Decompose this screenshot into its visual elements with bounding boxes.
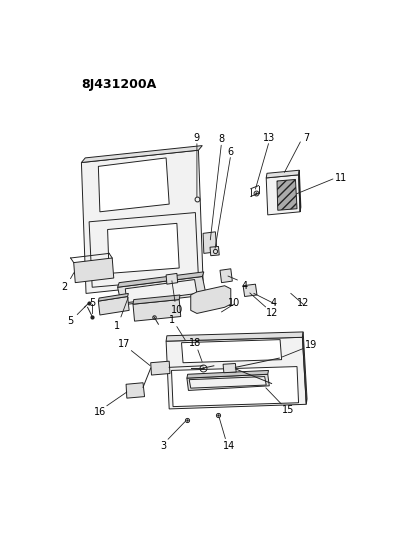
Polygon shape (118, 277, 206, 305)
Polygon shape (223, 364, 236, 373)
Text: 7: 7 (303, 133, 309, 143)
Polygon shape (187, 370, 269, 378)
Text: 12: 12 (266, 309, 279, 318)
Text: 9: 9 (194, 133, 200, 143)
Text: 2: 2 (61, 282, 67, 292)
Text: 13: 13 (263, 133, 275, 143)
Polygon shape (98, 294, 128, 301)
Polygon shape (166, 273, 178, 284)
Polygon shape (210, 246, 219, 256)
Polygon shape (125, 280, 197, 303)
Polygon shape (151, 361, 170, 375)
Text: 12: 12 (297, 297, 309, 308)
Text: 1: 1 (169, 314, 175, 325)
Polygon shape (171, 367, 299, 407)
Polygon shape (166, 337, 306, 409)
Polygon shape (187, 374, 269, 391)
Text: 15: 15 (281, 406, 294, 415)
Polygon shape (266, 175, 300, 215)
Text: 8J431200A: 8J431200A (81, 78, 157, 91)
Text: 19: 19 (305, 340, 317, 350)
Text: 16: 16 (94, 407, 106, 417)
Polygon shape (189, 377, 266, 388)
Polygon shape (81, 150, 203, 294)
Text: 14: 14 (223, 441, 235, 451)
Polygon shape (133, 295, 180, 304)
Polygon shape (191, 286, 231, 313)
Polygon shape (182, 340, 282, 363)
Text: 4: 4 (271, 297, 277, 308)
Polygon shape (98, 158, 169, 212)
Polygon shape (302, 332, 307, 405)
Text: 5: 5 (89, 297, 95, 308)
Text: 8: 8 (218, 134, 225, 144)
Text: 6: 6 (228, 147, 234, 157)
Text: 3: 3 (160, 441, 166, 451)
Text: 4: 4 (242, 281, 248, 290)
Text: 17: 17 (118, 339, 131, 349)
Polygon shape (277, 180, 297, 210)
Text: 11: 11 (335, 173, 347, 183)
Polygon shape (98, 296, 129, 315)
Polygon shape (108, 223, 179, 273)
Polygon shape (266, 170, 299, 178)
Text: 5: 5 (67, 316, 74, 326)
Text: 10: 10 (228, 297, 240, 308)
Polygon shape (133, 300, 181, 321)
Polygon shape (74, 258, 114, 282)
Polygon shape (220, 269, 232, 282)
Text: 18: 18 (189, 338, 201, 348)
Text: 10: 10 (171, 305, 183, 316)
Polygon shape (89, 213, 198, 287)
Polygon shape (166, 332, 303, 341)
Polygon shape (118, 272, 204, 287)
Polygon shape (203, 232, 217, 253)
Text: 1: 1 (114, 321, 120, 331)
Polygon shape (243, 284, 257, 296)
Polygon shape (81, 146, 202, 163)
Polygon shape (299, 170, 301, 212)
Polygon shape (126, 383, 144, 398)
